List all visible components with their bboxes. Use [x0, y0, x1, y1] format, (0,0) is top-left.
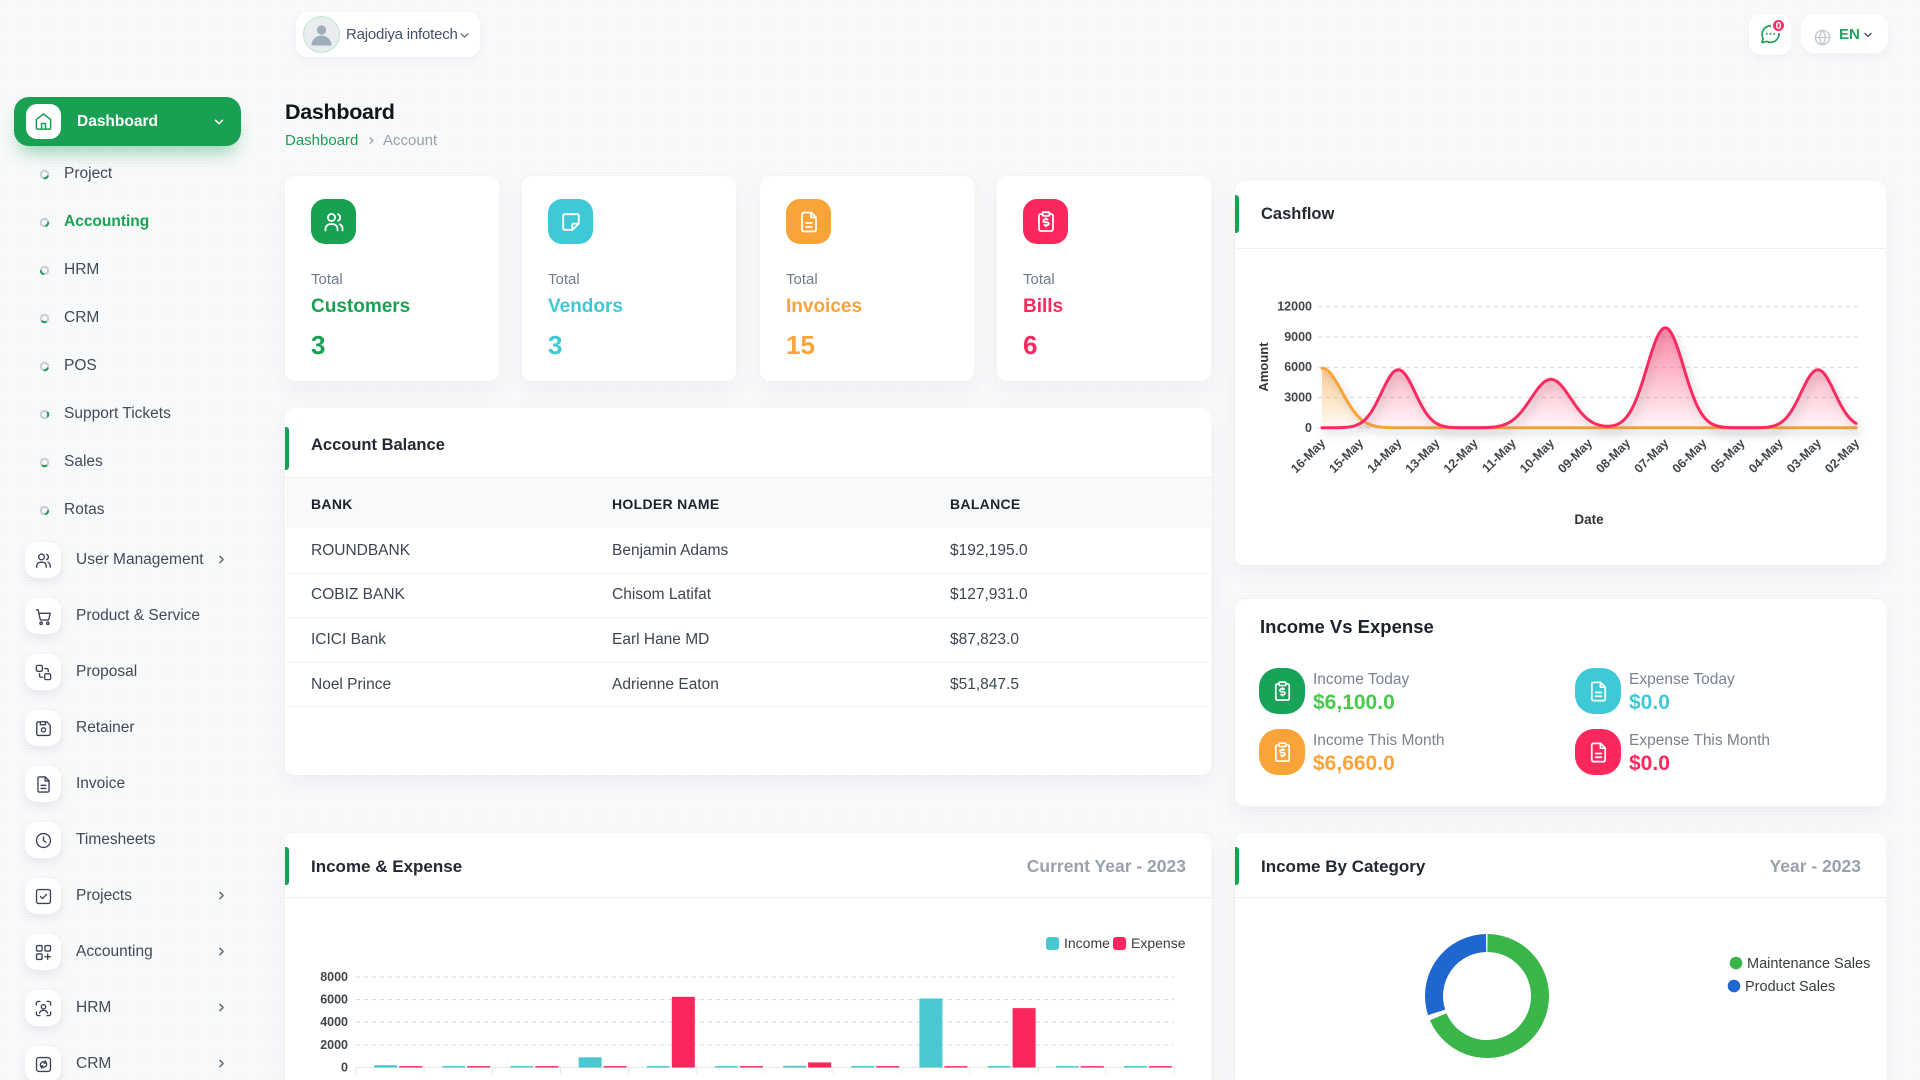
- svg-text:13-May: 13-May: [1403, 436, 1443, 476]
- svg-text:08-May: 08-May: [1593, 436, 1633, 476]
- svg-text:6000: 6000: [320, 993, 348, 1007]
- svg-text:6000: 6000: [1284, 360, 1312, 374]
- svg-text:11-May: 11-May: [1479, 436, 1518, 475]
- svg-text:05-May: 05-May: [1708, 436, 1748, 476]
- svg-text:0: 0: [1305, 421, 1312, 435]
- svg-text:02-May: 02-May: [1822, 436, 1862, 476]
- svg-text:07-May: 07-May: [1632, 436, 1672, 476]
- svg-text:14-May: 14-May: [1365, 436, 1405, 476]
- svg-text:8000: 8000: [320, 970, 348, 984]
- svg-text:Income: Income: [1064, 935, 1110, 951]
- svg-text:2000: 2000: [320, 1038, 348, 1052]
- svg-text:12-May: 12-May: [1441, 436, 1481, 476]
- svg-text:3000: 3000: [1284, 391, 1312, 405]
- svg-text:15-May: 15-May: [1326, 436, 1366, 476]
- svg-text:9000: 9000: [1284, 330, 1312, 344]
- svg-text:Amount: Amount: [1256, 342, 1271, 392]
- svg-text:10-May: 10-May: [1517, 436, 1557, 476]
- svg-text:03-May: 03-May: [1784, 436, 1824, 476]
- svg-text:4000: 4000: [320, 1015, 348, 1029]
- svg-text:Maintenance Sales: Maintenance Sales: [1747, 956, 1870, 972]
- svg-text:12000: 12000: [1277, 300, 1312, 314]
- svg-text:04-May: 04-May: [1746, 436, 1786, 476]
- svg-text:0: 0: [341, 1061, 348, 1075]
- svg-text:06-May: 06-May: [1670, 436, 1710, 476]
- svg-text:Expense: Expense: [1131, 935, 1186, 951]
- svg-text:Product Sales: Product Sales: [1745, 979, 1835, 995]
- svg-text:Date: Date: [1574, 512, 1604, 527]
- svg-text:09-May: 09-May: [1555, 436, 1595, 476]
- svg-text:16-May: 16-May: [1288, 436, 1328, 476]
